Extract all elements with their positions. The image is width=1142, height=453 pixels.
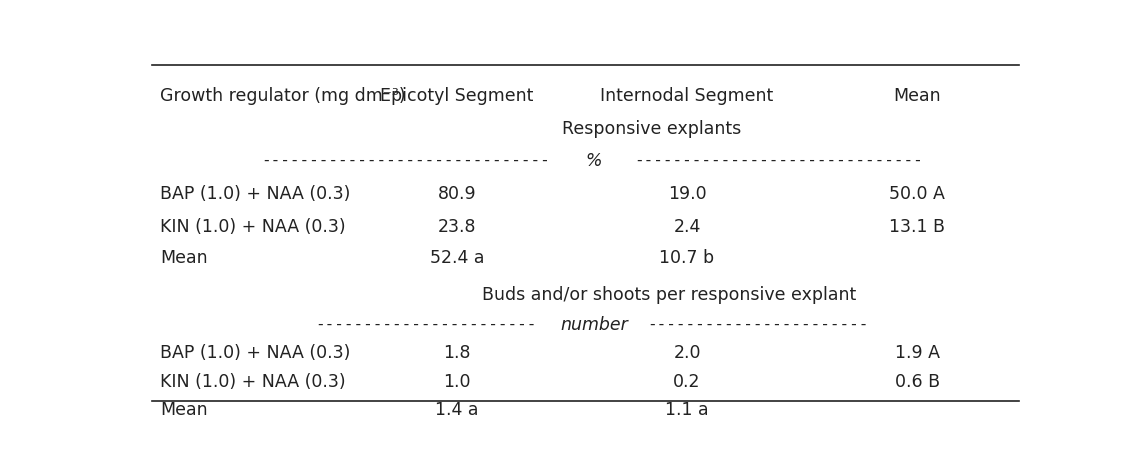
Text: ------------------------------: ------------------------------ — [262, 153, 550, 168]
Text: Growth regulator (mg dm⁻³): Growth regulator (mg dm⁻³) — [160, 87, 407, 105]
Text: Responsive explants: Responsive explants — [562, 120, 741, 138]
Text: 23.8: 23.8 — [437, 218, 476, 236]
Text: Mean: Mean — [160, 250, 208, 267]
Text: 1.8: 1.8 — [443, 343, 471, 361]
Text: 1.0: 1.0 — [443, 373, 471, 391]
Text: KIN (1.0) + NAA (0.3): KIN (1.0) + NAA (0.3) — [160, 373, 346, 391]
Text: 2.0: 2.0 — [674, 343, 701, 361]
Text: Epicotyl Segment: Epicotyl Segment — [380, 87, 533, 105]
Text: 10.7 b: 10.7 b — [659, 250, 715, 267]
Text: 52.4 a: 52.4 a — [429, 250, 484, 267]
Text: Internodal Segment: Internodal Segment — [601, 87, 773, 105]
Text: -----------------------: ----------------------- — [648, 317, 869, 332]
Text: Mean: Mean — [893, 87, 941, 105]
Text: 50.0 A: 50.0 A — [890, 185, 946, 203]
Text: 0.6 B: 0.6 B — [894, 373, 940, 391]
Text: %: % — [586, 152, 602, 170]
Text: Mean: Mean — [160, 401, 208, 419]
Text: 1.1 a: 1.1 a — [666, 401, 709, 419]
Text: Buds and/or shoots per responsive explant: Buds and/or shoots per responsive explan… — [482, 286, 856, 304]
Text: 1.9 A: 1.9 A — [894, 343, 940, 361]
Text: KIN (1.0) + NAA (0.3): KIN (1.0) + NAA (0.3) — [160, 218, 346, 236]
Text: number: number — [561, 316, 628, 334]
Text: ------------------------------: ------------------------------ — [634, 153, 923, 168]
Text: 1.4 a: 1.4 a — [435, 401, 478, 419]
Text: 2.4: 2.4 — [674, 218, 701, 236]
Text: BAP (1.0) + NAA (0.3): BAP (1.0) + NAA (0.3) — [160, 343, 351, 361]
Text: 80.9: 80.9 — [437, 185, 476, 203]
Text: 13.1 B: 13.1 B — [890, 218, 946, 236]
Text: -----------------------: ----------------------- — [315, 317, 537, 332]
Text: 19.0: 19.0 — [668, 185, 707, 203]
Text: 0.2: 0.2 — [674, 373, 701, 391]
Text: BAP (1.0) + NAA (0.3): BAP (1.0) + NAA (0.3) — [160, 185, 351, 203]
